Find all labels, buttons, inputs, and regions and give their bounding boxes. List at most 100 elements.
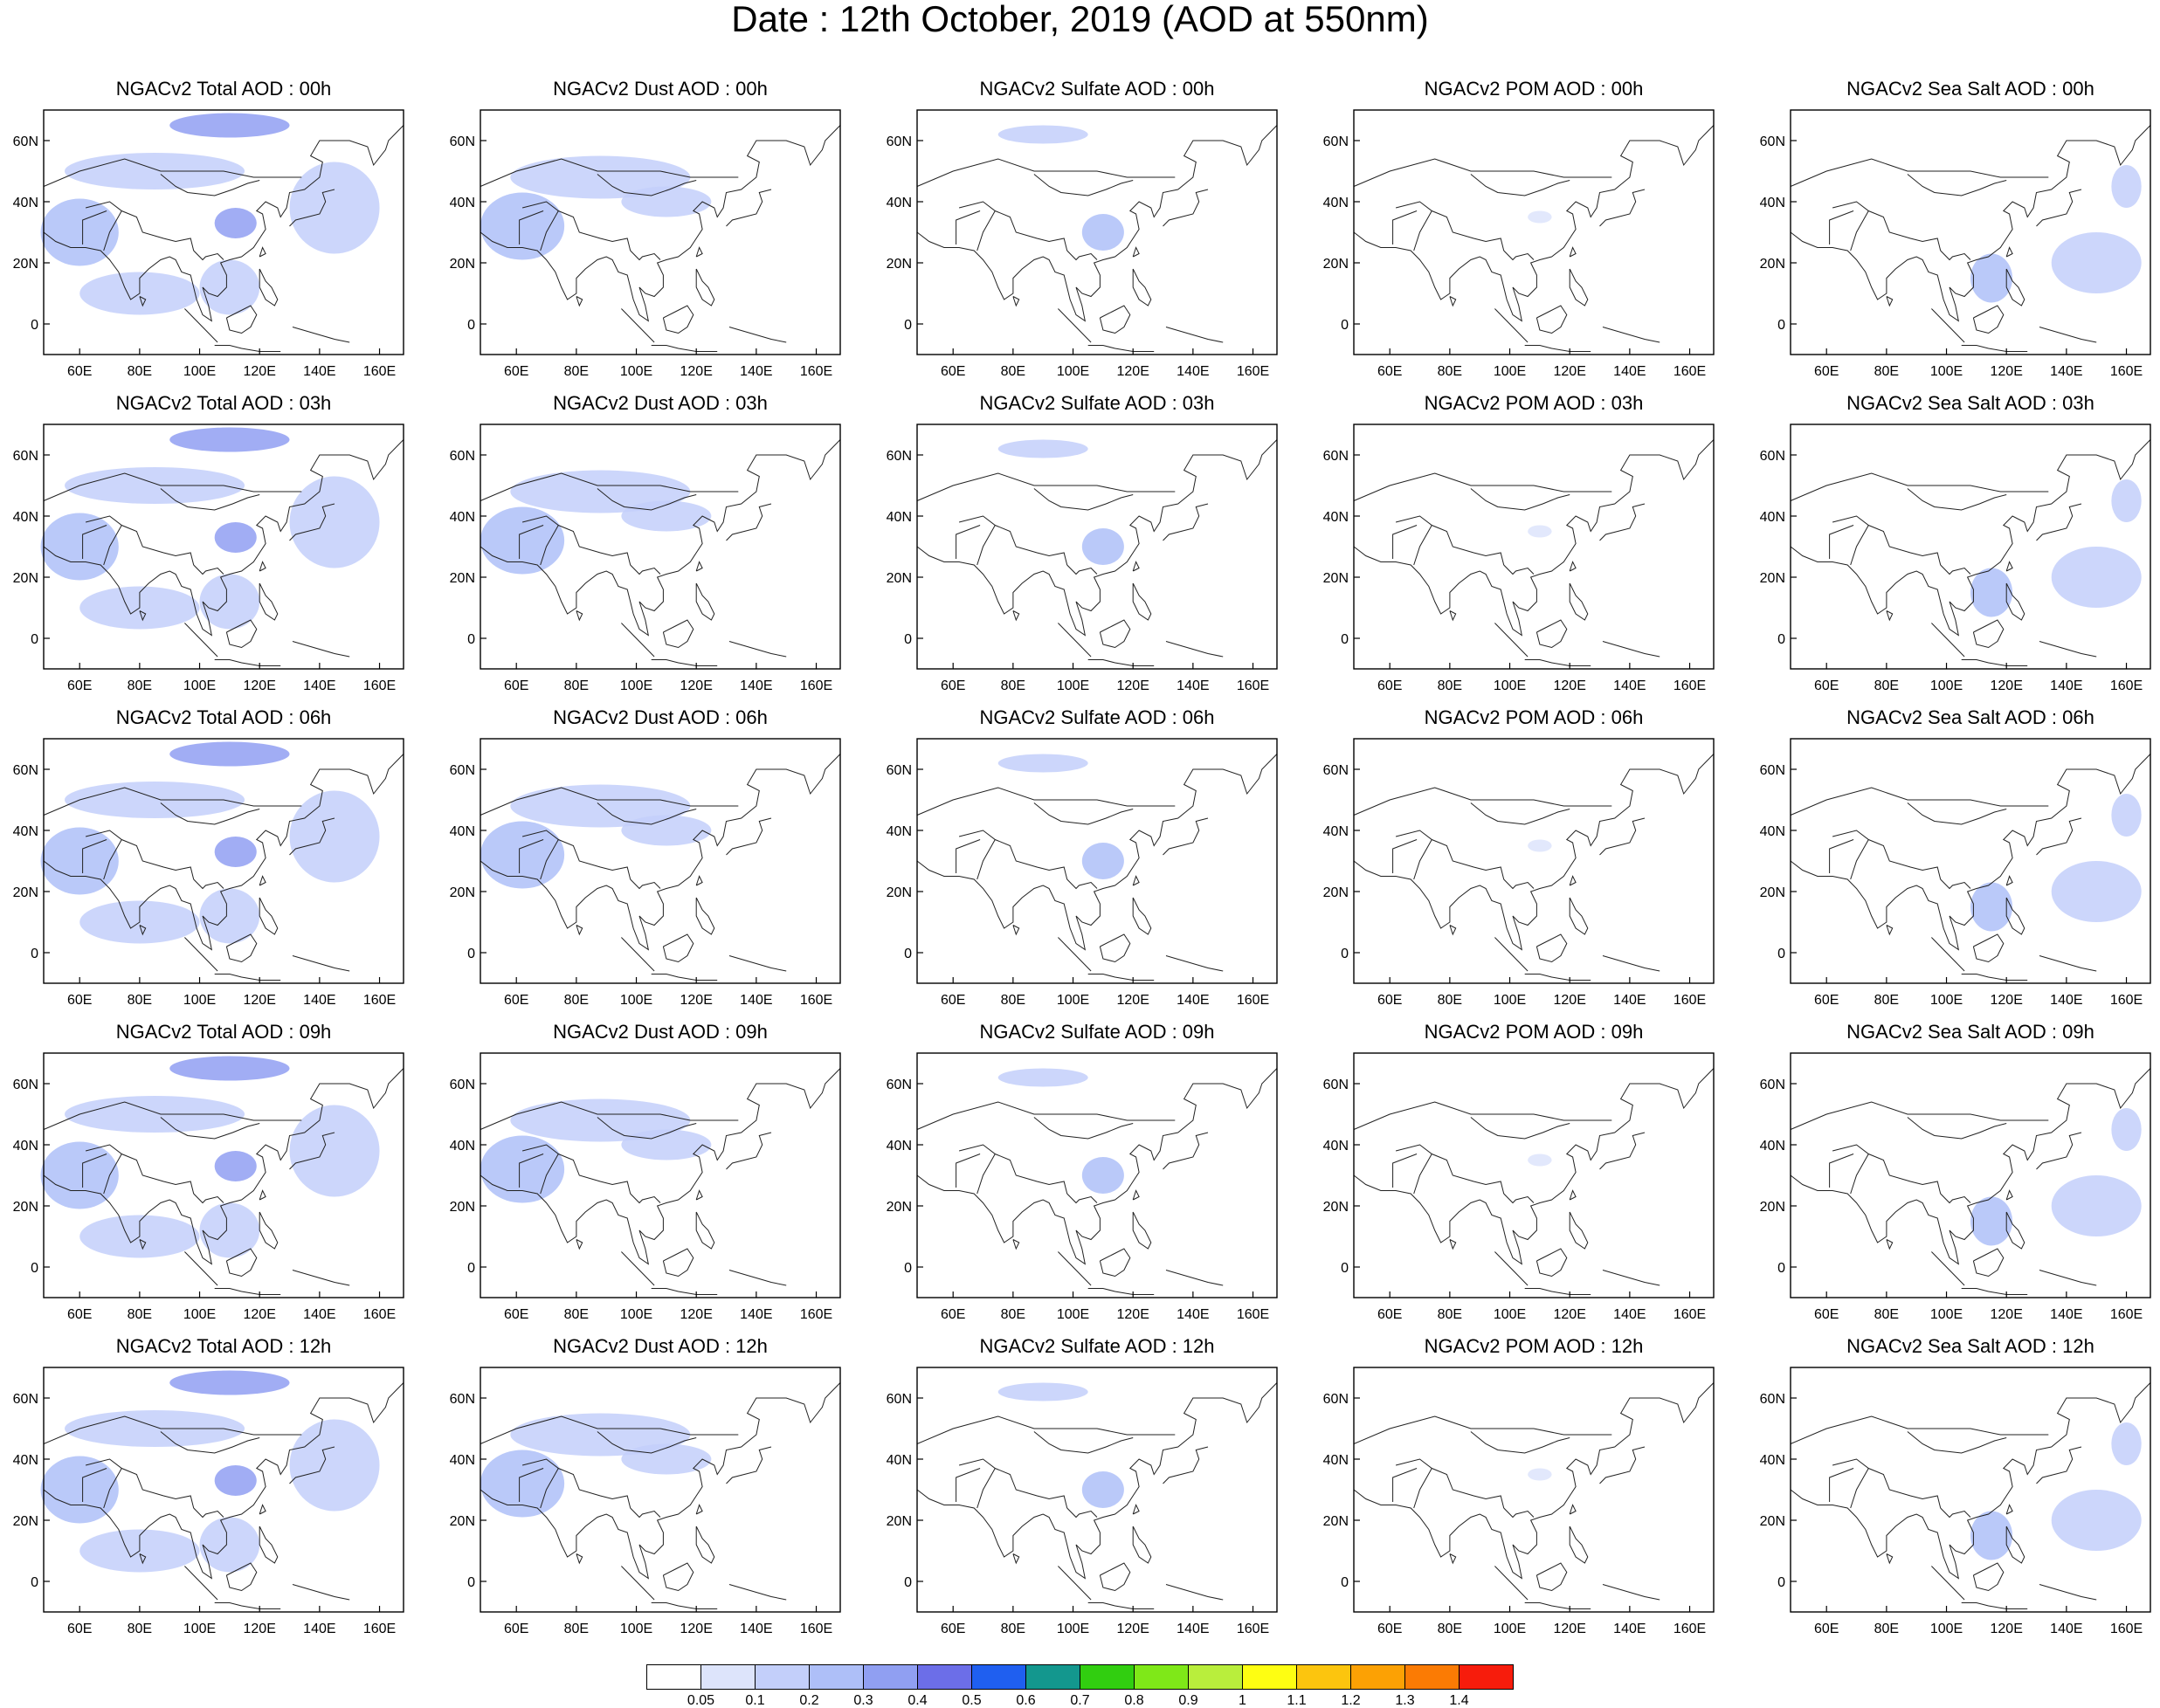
x-tick-label: 100E	[620, 993, 652, 1008]
y-tick-label: 20N	[1760, 885, 1785, 900]
y-tick-label: 60N	[1760, 1078, 1785, 1092]
coastline	[1033, 1431, 1134, 1454]
map-frame	[1353, 1367, 1715, 1613]
colorbar-label: 1.4	[1449, 1693, 1468, 1706]
map-plot: 60E 80E 100E 120E 140E 160E 0 20N 40N 60N	[887, 424, 1278, 693]
map-frame	[480, 1367, 841, 1613]
map-frame	[1790, 738, 2151, 984]
coastline	[597, 802, 697, 825]
y-tick-label: 0	[1341, 318, 1349, 333]
y-tick-label: 0	[31, 1261, 38, 1276]
coastline	[1829, 1154, 1854, 1188]
map-plot: 60E 80E 100E 120E 140E 160E 0 20N 40N 60N	[1323, 738, 1715, 1008]
x-tick-label: 140E	[2050, 1307, 2082, 1322]
coastline	[2005, 561, 2013, 572]
coastline	[1535, 1248, 1568, 1278]
coastline	[976, 210, 996, 251]
x-tick-label: 100E	[183, 1622, 216, 1636]
coastline	[43, 754, 404, 951]
colorbar-label: 0.8	[1124, 1693, 1143, 1706]
x-tick-label: 120E	[244, 364, 276, 379]
x-tick-label: 120E	[680, 993, 713, 1008]
coastline	[728, 1584, 787, 1601]
map-panel: NGACv2 Dust AOD : 09h 60E 80E 100E 120E 140E 1…	[450, 1020, 917, 1326]
coastline	[1569, 897, 1589, 935]
x-tick-label: 140E	[303, 1307, 335, 1322]
y-tick-label: 40N	[450, 1139, 475, 1154]
map-plot: 60E 80E 100E 120E 140E 160E 0 20N 40N 60N	[450, 738, 841, 1008]
x-tick-label: 60E	[1814, 993, 1839, 1008]
x-tick-label: 80E	[1001, 1622, 1025, 1636]
coastline	[43, 1382, 404, 1580]
x-tick-label: 60E	[504, 364, 528, 379]
y-tick-label: 20N	[1760, 571, 1785, 586]
coastline	[225, 1248, 258, 1278]
y-tick-label: 20N	[1323, 885, 1349, 900]
coastline	[1972, 1248, 2005, 1278]
coastline	[259, 1525, 279, 1564]
coastline	[1163, 189, 1209, 227]
coastline	[1535, 619, 1568, 649]
x-tick-label: 80E	[564, 993, 589, 1008]
x-tick-label: 100E	[620, 364, 652, 379]
aod-field-patch	[2051, 547, 2142, 608]
x-tick-label: 120E	[1117, 1622, 1149, 1636]
x-tick-label: 160E	[363, 364, 396, 379]
map-frame	[43, 109, 404, 355]
x-tick-label: 160E	[1673, 1622, 1706, 1636]
coastline	[160, 174, 260, 196]
aod-field-patch	[997, 1382, 1088, 1402]
coastline	[1392, 1468, 1418, 1502]
coastline	[160, 1431, 260, 1454]
coastline	[662, 619, 694, 649]
coastline	[1907, 174, 2007, 196]
x-tick-label: 60E	[67, 1622, 92, 1636]
coastline	[1165, 955, 1224, 972]
coastline	[184, 308, 218, 343]
coastline	[916, 1415, 1176, 1444]
aod-field-patch	[480, 821, 565, 889]
x-tick-label: 140E	[1177, 678, 1209, 693]
coastline	[958, 515, 1068, 566]
coastline	[103, 525, 122, 566]
x-tick-label: 100E	[183, 1307, 216, 1322]
x-tick-label: 120E	[1991, 993, 2023, 1008]
panel-title: NGACv2 Sea Salt AOD : 09h	[1846, 1021, 2094, 1043]
x-tick-label: 60E	[1814, 1622, 1839, 1636]
coastline	[726, 503, 772, 541]
coastline	[1012, 925, 1020, 936]
x-tick-label: 160E	[1237, 1307, 1269, 1322]
coastline	[1832, 515, 1942, 566]
colorbar-swatch	[971, 1664, 1026, 1690]
coastline	[193, 1507, 224, 1519]
x-tick-label: 140E	[2050, 1622, 2082, 1636]
coastline	[521, 1458, 631, 1509]
coastline	[1535, 1562, 1568, 1592]
coastline	[289, 1132, 335, 1170]
y-tick-label: 0	[467, 632, 475, 647]
coastline	[1972, 619, 2005, 649]
coastline	[1569, 1504, 1577, 1515]
map-plot: 60E 80E 100E 120E 140E 160E 0 20N 40N 60N	[450, 424, 841, 693]
y-tick-label: 40N	[887, 510, 912, 525]
map-frame	[916, 1367, 1278, 1613]
map-frame	[1353, 424, 1715, 670]
coastline	[597, 1431, 697, 1454]
map-panel: NGACv2 Total AOD : 03h 60E 80E 100E 120E 140E…	[13, 391, 480, 697]
coastline	[1132, 582, 1152, 621]
x-tick-label: 80E	[1438, 993, 1462, 1008]
x-tick-label: 80E	[1438, 1622, 1462, 1636]
coastline	[1353, 1382, 1715, 1580]
coastline	[289, 503, 335, 541]
aod-field-patch	[40, 1456, 119, 1524]
coastline	[1829, 525, 1854, 559]
coastline	[726, 1132, 772, 1170]
coastline	[958, 201, 1068, 251]
x-tick-label: 160E	[800, 993, 832, 1008]
y-tick-label: 40N	[887, 1139, 912, 1154]
coastline	[292, 641, 350, 658]
map-plot: 60E 80E 100E 120E 140E 160E 0 20N 40N 60N	[1323, 424, 1715, 693]
y-tick-label: 40N	[1323, 1453, 1349, 1468]
y-tick-label: 20N	[1760, 1200, 1785, 1215]
